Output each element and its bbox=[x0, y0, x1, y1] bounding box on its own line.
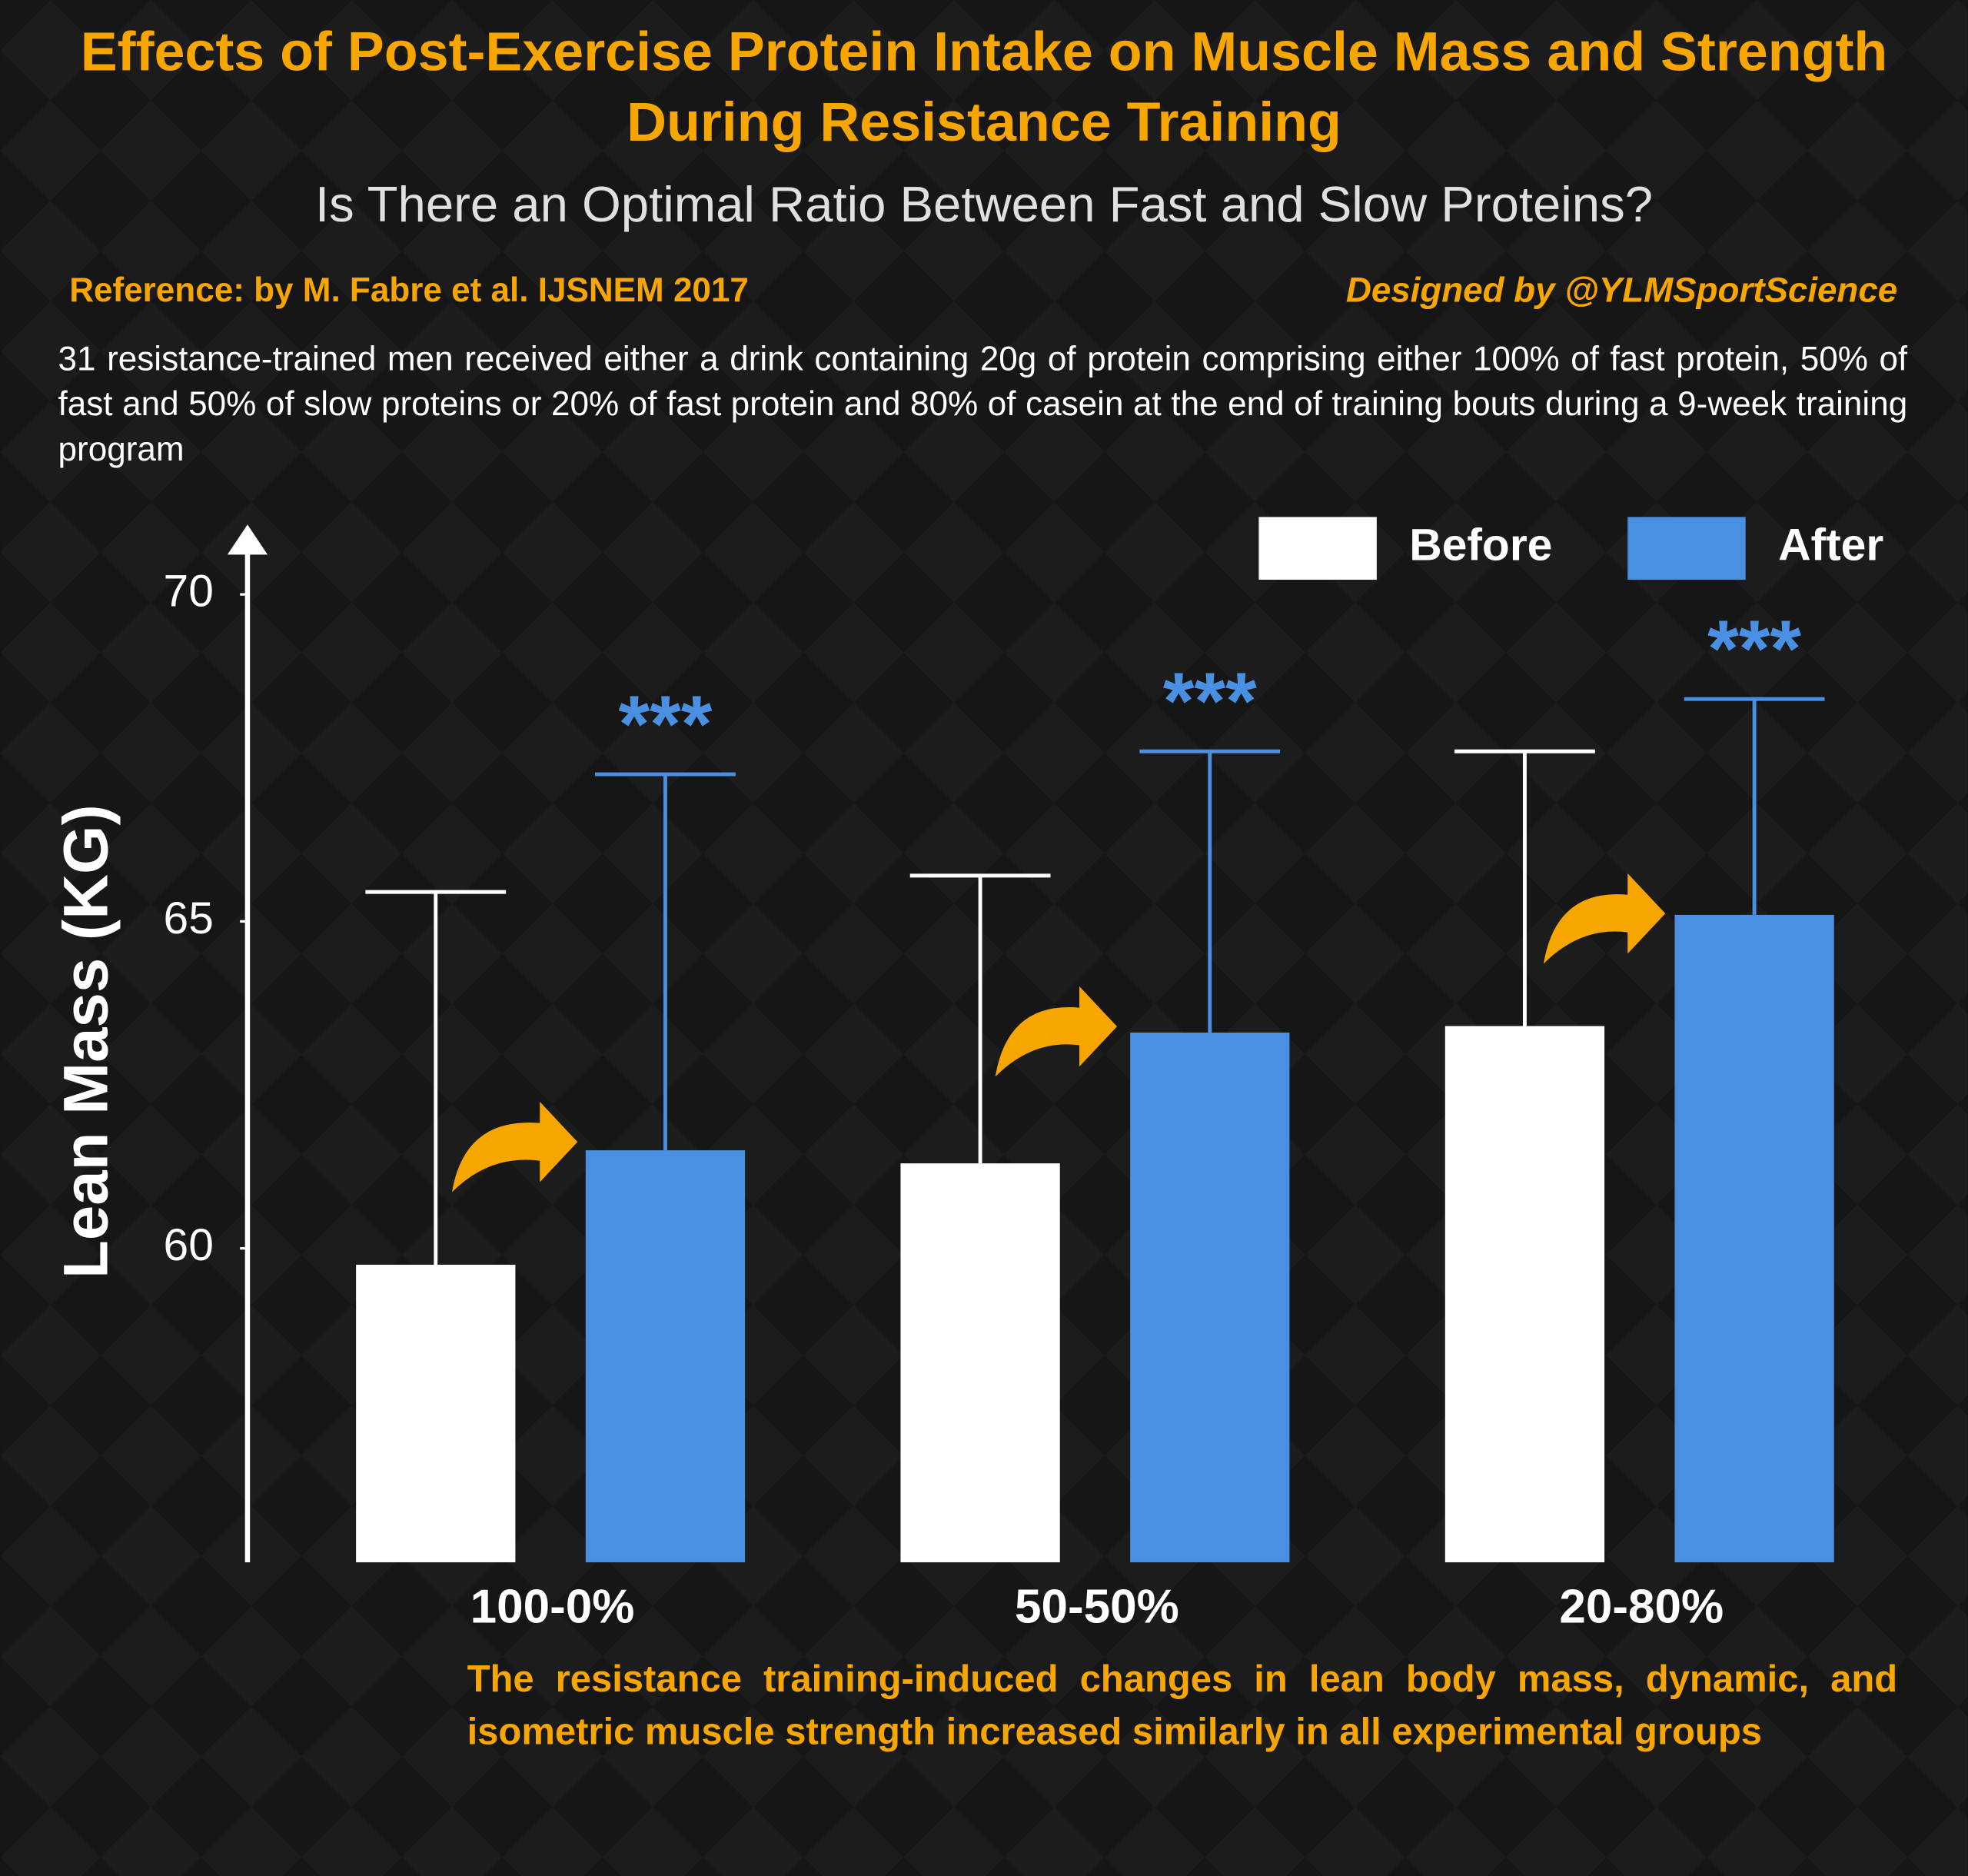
legend-label: After bbox=[1778, 521, 1883, 570]
y-axis-label: Lean Mass (KG) bbox=[52, 804, 121, 1279]
reference: Reference: by M. Fabre et al. IJSNEM 201… bbox=[69, 271, 749, 309]
y-tick-label: 70 bbox=[164, 567, 214, 617]
orange-arrow bbox=[451, 1101, 578, 1192]
bar bbox=[1444, 1026, 1605, 1562]
description-box: 31 resistance-trained men received eithe… bbox=[58, 340, 1908, 468]
error-bar bbox=[1684, 697, 1825, 915]
x-tick-label: 50-50% bbox=[1015, 1580, 1179, 1633]
bar bbox=[1674, 914, 1834, 1562]
bar bbox=[585, 1150, 746, 1562]
y-tick-label: 65 bbox=[164, 893, 214, 943]
x-tick-label: 100-0% bbox=[470, 1580, 635, 1633]
axis-arrow bbox=[227, 524, 268, 555]
title-box: Effects of Post-Exercise Protein Intake … bbox=[80, 21, 1888, 154]
bar bbox=[356, 1264, 516, 1562]
error-bar bbox=[909, 873, 1051, 1164]
bar bbox=[1130, 1033, 1290, 1562]
legend-swatch bbox=[1627, 517, 1746, 580]
x-tick-label: 20-80% bbox=[1559, 1580, 1724, 1633]
legend-label: Before bbox=[1409, 521, 1552, 570]
significance: *** bbox=[1163, 657, 1257, 747]
bar bbox=[900, 1163, 1060, 1562]
subtitle: Is There an Optimal Ratio Between Fast a… bbox=[315, 176, 1653, 232]
error-bar bbox=[365, 890, 507, 1265]
conclusion-box: The resistance training-induced changes … bbox=[467, 1658, 1898, 1754]
legend-swatch bbox=[1258, 517, 1377, 580]
significance: *** bbox=[618, 679, 712, 769]
conclusion: The resistance training-induced changes … bbox=[467, 1658, 1898, 1754]
description: 31 resistance-trained men received eithe… bbox=[58, 340, 1908, 468]
credit: Designed by @YLMSportScience bbox=[1346, 270, 1897, 309]
chart-title: Effects of Post-Exercise Protein Intake … bbox=[80, 21, 1888, 154]
significance: *** bbox=[1707, 604, 1801, 694]
orange-arrow bbox=[1543, 873, 1666, 964]
error-bar bbox=[595, 772, 736, 1151]
error-bar bbox=[1454, 749, 1595, 1026]
decor-arrows bbox=[451, 873, 1666, 1192]
orange-arrow bbox=[995, 986, 1118, 1077]
error-bar bbox=[1139, 749, 1281, 1033]
y-tick-label: 60 bbox=[164, 1220, 214, 1270]
